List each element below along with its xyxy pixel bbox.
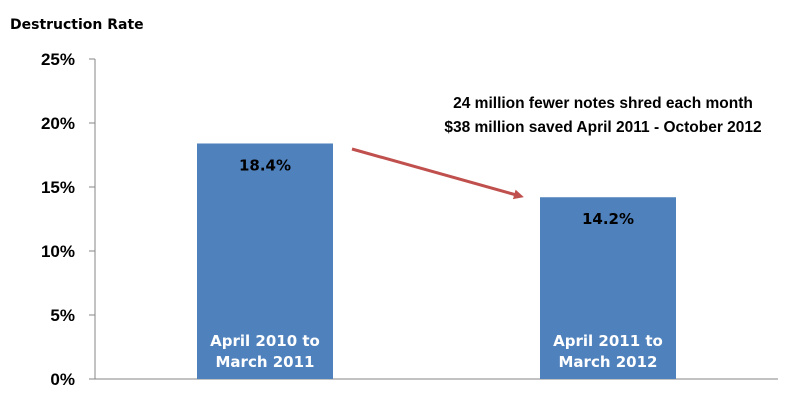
y-tick-label: 20% bbox=[41, 114, 75, 133]
y-tick-label: 10% bbox=[41, 242, 75, 261]
bar bbox=[197, 143, 333, 379]
annotation-line-1: 24 million fewer notes shred each month bbox=[453, 95, 753, 112]
bars-group: 18.4% April 2010 to March 2011 14.2% April 2… bbox=[197, 143, 676, 379]
category-label: April 2011 to bbox=[553, 332, 663, 350]
category-label: March 2011 bbox=[216, 353, 315, 371]
y-tick-label: 25% bbox=[41, 50, 75, 69]
bar-data-label: 18.4% bbox=[239, 156, 291, 174]
annotation: 24 million fewer notes shred each month … bbox=[351, 95, 762, 200]
y-tick-label: 15% bbox=[41, 178, 75, 197]
y-axis-ticks: 0% 5% 10% 15% 20% 25% bbox=[41, 50, 95, 389]
bar bbox=[540, 197, 676, 379]
trend-arrow bbox=[351, 147, 524, 200]
bar-data-label: 14.2% bbox=[582, 210, 634, 228]
y-tick-label: 0% bbox=[50, 370, 75, 389]
category-label: April 2010 to bbox=[210, 332, 320, 350]
y-tick-label: 5% bbox=[50, 306, 75, 325]
annotation-line-2: $38 million saved April 2011 - October 2… bbox=[444, 119, 761, 136]
y-axis-label: Destruction Rate bbox=[10, 17, 144, 33]
category-label: March 2012 bbox=[559, 353, 658, 371]
